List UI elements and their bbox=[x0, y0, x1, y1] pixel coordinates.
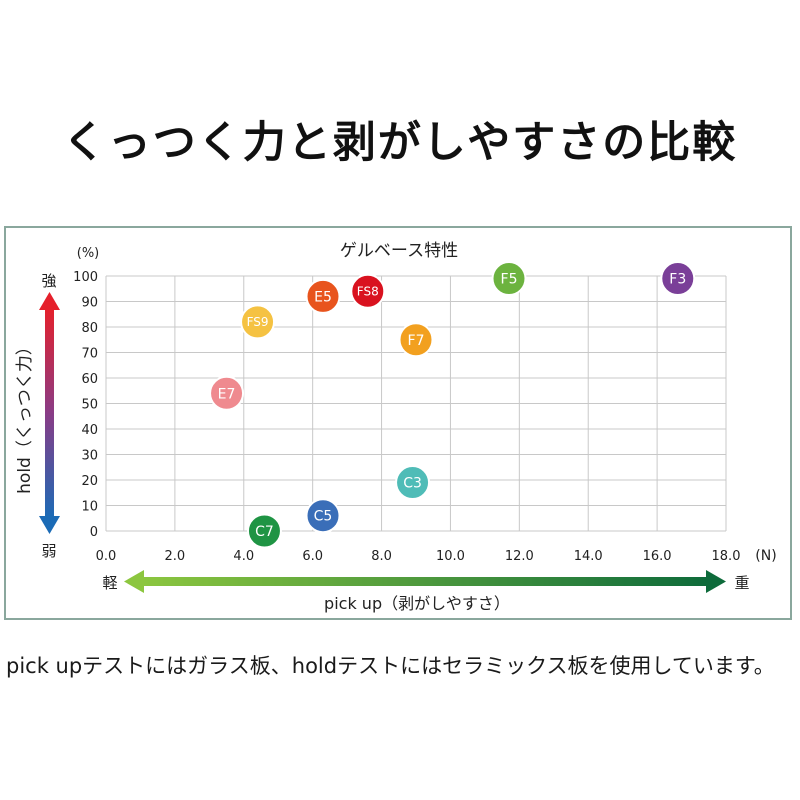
y-tick-label: 60 bbox=[81, 372, 98, 387]
y-tick-label: 100 bbox=[73, 270, 98, 285]
page-title: くっつく力と剥がしやすさの比較 bbox=[62, 118, 738, 168]
y-tick-label: 90 bbox=[81, 296, 98, 311]
x-tick-label: 12.0 bbox=[505, 549, 534, 564]
y-tick-label: 0 bbox=[90, 525, 98, 540]
data-point-marker bbox=[350, 273, 386, 309]
x-tick-label: 10.0 bbox=[436, 549, 465, 564]
data-point-label: C5 bbox=[314, 509, 333, 525]
hold-strong-label: 強 bbox=[41, 272, 56, 290]
data-point-marker bbox=[660, 261, 696, 297]
data-point-marker bbox=[395, 465, 431, 501]
data-point-marker bbox=[240, 304, 276, 340]
y-tick-label: 40 bbox=[81, 423, 98, 438]
data-point-label: F7 bbox=[408, 333, 425, 349]
data-point-marker bbox=[398, 322, 434, 358]
data-point-f3: F3 bbox=[660, 261, 696, 297]
x-tick-label: 6.0 bbox=[302, 549, 323, 564]
data-point-marker bbox=[246, 513, 282, 549]
data-point-marker bbox=[209, 375, 245, 411]
y-tick-label: 50 bbox=[81, 398, 98, 413]
tick-layer: 0 10 20 30 40 50 60 70 80 90 100 0.0 2.0 4.0 6.0 8.0 10.… bbox=[73, 270, 740, 564]
data-point-label: FS8 bbox=[357, 285, 379, 299]
data-point-fs9: FS9 bbox=[240, 304, 276, 340]
data-point-c7: C7 bbox=[246, 513, 282, 549]
x-tick-label: 2.0 bbox=[165, 549, 186, 564]
data-point-e7: E7 bbox=[209, 375, 245, 411]
x-tick-label: 8.0 bbox=[371, 549, 392, 564]
data-point-label: F5 bbox=[501, 272, 518, 288]
y-tick-label: 20 bbox=[81, 474, 98, 489]
data-point-label: F3 bbox=[669, 272, 686, 288]
data-point-marker bbox=[305, 278, 341, 314]
data-point-label: C3 bbox=[403, 476, 422, 492]
y-tick-label: 70 bbox=[81, 347, 98, 362]
pickup-light-label: 軽 bbox=[102, 574, 117, 592]
data-point-label: FS9 bbox=[247, 315, 269, 329]
y-tick-label: 30 bbox=[81, 449, 98, 464]
data-point-label: E5 bbox=[314, 289, 332, 305]
point-layer: F3 F5 FS8 E5 FS9 F7 E7 C3 C5 C7 bbox=[209, 261, 696, 549]
x-unit: (N) bbox=[755, 548, 776, 564]
data-point-e5: E5 bbox=[305, 278, 341, 314]
data-point-f7: F7 bbox=[398, 322, 434, 358]
data-point-f5: F5 bbox=[491, 261, 527, 297]
gel-base-chart: 0 10 20 30 40 50 60 70 80 90 100 0.0 2.0 4.0 6.0 8.0 10.… bbox=[15, 241, 777, 613]
data-point-label: E7 bbox=[218, 386, 236, 402]
y-axis-label: hold（くっつく力） bbox=[15, 338, 35, 494]
data-point-marker bbox=[305, 498, 341, 534]
y-tick-label: 10 bbox=[81, 500, 98, 515]
chart-title: ゲルベース特性 bbox=[340, 241, 458, 261]
data-point-marker bbox=[491, 261, 527, 297]
grid-layer bbox=[105, 275, 727, 532]
x-axis-label: pick up（剥がしやすさ） bbox=[324, 594, 510, 613]
data-point-c5: C5 bbox=[305, 498, 341, 534]
x-tick-label: 16.0 bbox=[643, 549, 672, 564]
x-tick-label: 18.0 bbox=[712, 549, 741, 564]
data-point-c3: C3 bbox=[395, 465, 431, 501]
hold-arrow bbox=[39, 292, 60, 534]
x-tick-label: 0.0 bbox=[96, 549, 117, 564]
data-point-label: C7 bbox=[255, 524, 274, 540]
chart-frame: 0 10 20 30 40 50 60 70 80 90 100 0.0 2.0 4.0 6.0 8.0 10.… bbox=[4, 226, 792, 620]
y-unit: (%) bbox=[77, 246, 100, 261]
hold-weak-label: 弱 bbox=[41, 542, 56, 560]
y-tick-label: 80 bbox=[81, 321, 98, 336]
pickup-heavy-label: 重 bbox=[734, 574, 749, 592]
x-tick-label: 4.0 bbox=[233, 549, 254, 564]
footnote: pick upテストにはガラス板、holdテストにはセラミックス板を使用していま… bbox=[6, 654, 775, 678]
pickup-arrow bbox=[124, 570, 726, 593]
data-point-fs8: FS8 bbox=[350, 273, 386, 309]
x-tick-label: 14.0 bbox=[574, 549, 603, 564]
